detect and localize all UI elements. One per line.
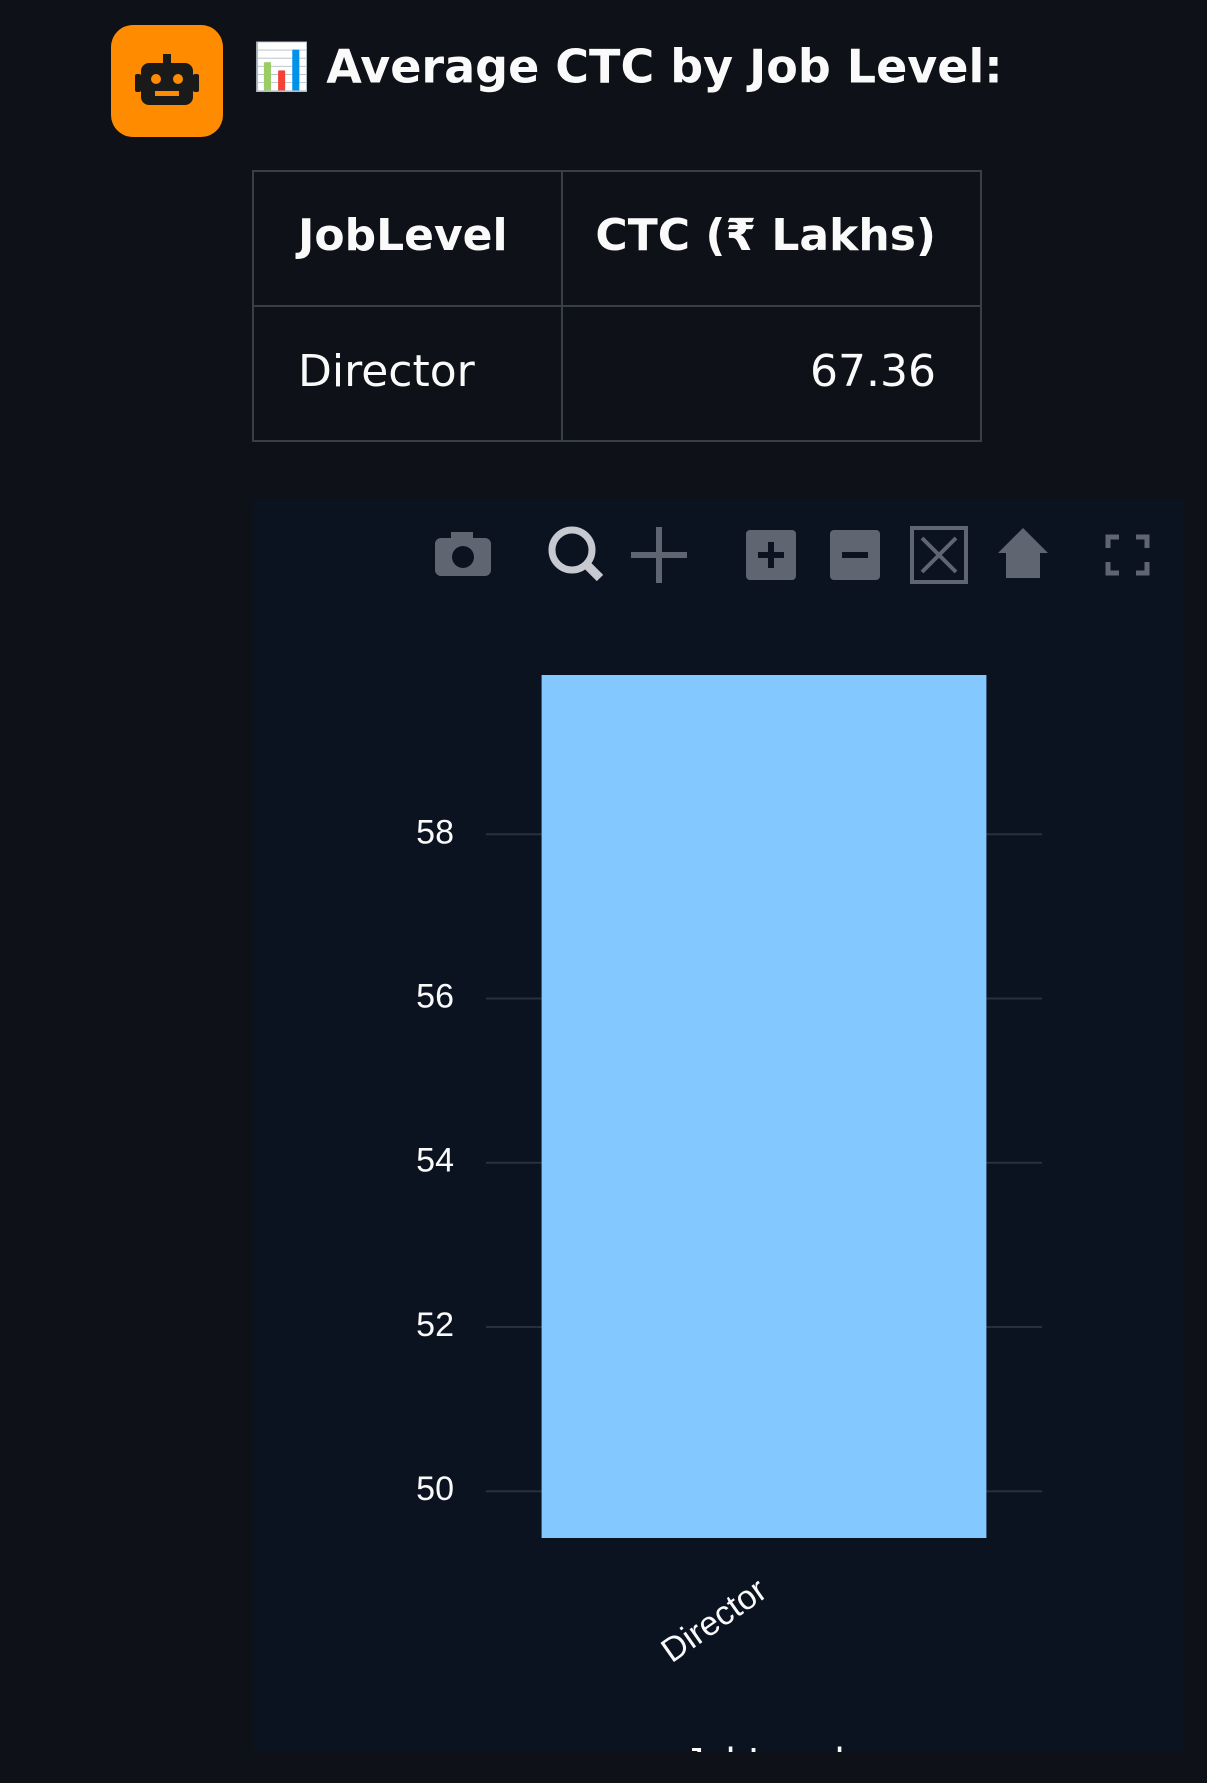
table: JobLevel CTC (₹ Lakhs) Director 67.36 bbox=[252, 170, 982, 442]
zoom-out-button[interactable] bbox=[830, 530, 880, 580]
reset-button[interactable] bbox=[998, 528, 1048, 578]
fullscreen-button[interactable] bbox=[1105, 534, 1150, 576]
column-header: CTC (₹ Lakhs) bbox=[595, 210, 936, 261]
pan-button[interactable] bbox=[631, 527, 687, 583]
camera-button[interactable] bbox=[435, 532, 491, 576]
toolbar bbox=[435, 526, 1150, 584]
y-tick-label: 52 bbox=[416, 1306, 454, 1344]
autoscale-button[interactable] bbox=[910, 526, 968, 584]
x-axis-title: JobLevel bbox=[684, 1741, 844, 1783]
plot-area bbox=[541, 675, 987, 1538]
column-header: JobLevel bbox=[295, 210, 508, 261]
table-cell: Director bbox=[298, 346, 476, 397]
table-cell: 67.36 bbox=[810, 346, 936, 397]
y-tick-label: 54 bbox=[416, 1142, 454, 1180]
message-title: 📊 Average CTC by Job Level: bbox=[253, 40, 1003, 94]
zoom-button[interactable] bbox=[548, 526, 604, 582]
bar bbox=[541, 675, 987, 1538]
avatar bbox=[111, 25, 223, 137]
zoom-in-button[interactable] bbox=[746, 530, 796, 580]
y-tick-label: 56 bbox=[416, 978, 454, 1016]
y-tick-label: 50 bbox=[416, 1470, 454, 1508]
y-tick-label: 58 bbox=[416, 813, 454, 851]
